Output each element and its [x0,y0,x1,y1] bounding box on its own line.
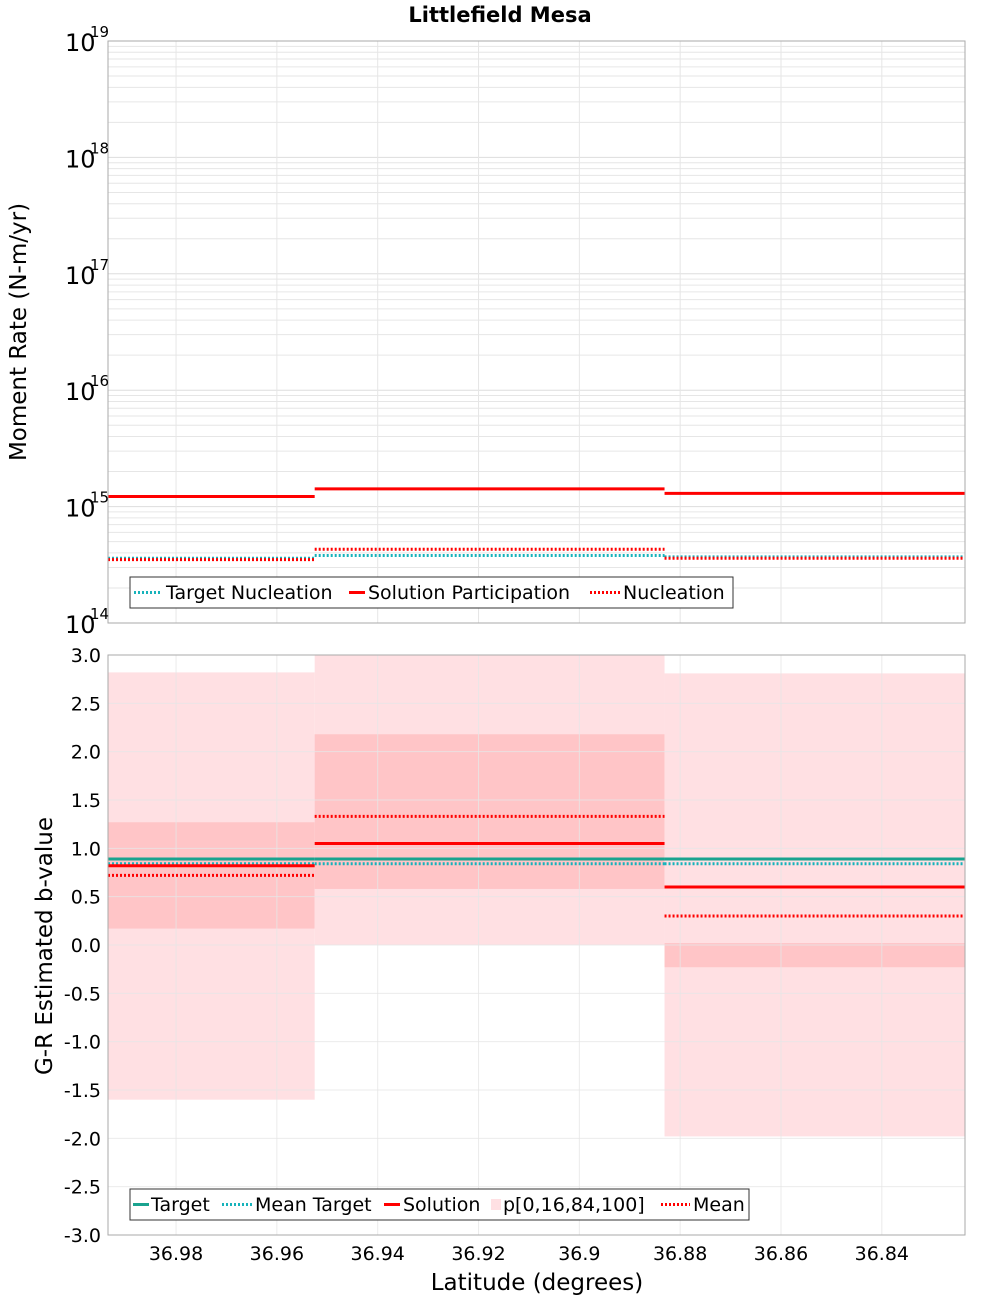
bottom-y-tick-label: 3.0 [71,645,101,667]
top-plot-area [108,41,965,623]
top-y-tick-exponent: 15 [90,489,109,507]
legend-label-solution-participation: Solution Participation [368,582,570,604]
band-p16-p84 [108,822,315,929]
bottom-y-tick-label: -3.0 [64,1225,101,1247]
top-y-tick-label: 10 [65,29,96,57]
top-y-tick-label: 10 [65,262,96,290]
bottom-y-tick-label: -2.0 [64,1128,101,1150]
x-tick-label: 36.96 [250,1243,304,1265]
legend-label-solution: Solution [403,1194,480,1216]
legend-label-target-nucleation: Target Nucleation [165,582,333,604]
top-legend-box [129,576,734,609]
top-grid [108,40,965,624]
x-tick-label: 36.88 [653,1243,707,1265]
bottom-x-ticks: 36.98 36.96 36.94 36.92 36.9 36.88 36.86 36.84 [149,1243,909,1265]
top-y-tick-exponent: 16 [90,372,109,390]
bottom-y-tick-label: -2.5 [64,1177,101,1199]
top-series [108,487,965,562]
x-tick-label: 36.94 [350,1243,404,1265]
band-p16-p84 [314,734,665,889]
chart-title: Littlefield Mesa [408,3,591,27]
bottom-y-axis-label: G-R Estimated b-value [32,817,58,1075]
legend-label-mean: Mean [693,1194,745,1216]
legend-label-target: Target [150,1194,210,1216]
band-p16-p84 [664,943,965,968]
bottom-y-tick-label: 0.5 [71,887,101,909]
legend-swatch-band [491,1199,501,1210]
top-y-tick-exponent: 14 [90,605,109,623]
bottom-y-tick-label: -0.5 [64,983,101,1005]
legend-label-nucleation: Nucleation [623,582,725,604]
bottom-grid [108,654,965,1236]
bottom-y-tick-label: -1.0 [64,1032,101,1054]
bottom-y-tick-label: -1.5 [64,1080,101,1102]
top-legend: Target Nucleation Solution Participation… [129,576,734,609]
x-tick-label: 36.84 [855,1243,909,1265]
legend-label-band: p[0,16,84,100] [503,1194,645,1216]
bottom-panel: 3.0 2.5 2.0 1.5 1.0 0.5 0.0 -0.5 -1.0 -1.5 -2.0 -2.… [32,645,966,1296]
top-y-tick-exponent: 18 [90,139,109,157]
bottom-series [108,814,965,918]
bottom-frame [107,654,966,1236]
bottom-y-ticks: 3.0 2.5 2.0 1.5 1.0 0.5 0.0 -0.5 -1.0 -1.5 -2.0 -2.… [64,645,101,1247]
x-tick-label: 36.86 [754,1243,808,1265]
x-tick-label: 36.98 [149,1243,203,1265]
legend-label-mean-target: Mean Target [255,1194,372,1216]
top-y-tick-label: 10 [65,378,96,406]
band-p0-p100 [664,673,965,1137]
bottom-y-tick-label: 2.0 [71,742,101,764]
bottom-y-tick-label: 1.0 [71,838,101,860]
top-y-tick-label: 10 [65,145,96,173]
bottom-y-tick-label: 2.5 [71,693,101,715]
top-frame [107,40,966,624]
top-y-tick-label: 10 [65,495,96,523]
bottom-legend-box [129,1188,750,1221]
x-tick-label: 36.9 [558,1243,600,1265]
top-y-axis-label: Moment Rate (N-m/yr) [6,203,32,461]
bottom-y-tick-label: 1.5 [71,790,101,812]
x-tick-label: 36.92 [451,1243,505,1265]
top-y-tick-exponent: 17 [90,256,109,274]
bottom-legend: Target Mean Target Solution p[0,16,84,10… [129,1188,750,1221]
x-axis-label: Latitude (degrees) [431,1270,644,1296]
top-y-tick-exponent: 19 [90,23,109,41]
top-y-tick-label: 10 [65,611,96,639]
bottom-y-tick-label: 0.0 [71,935,101,957]
